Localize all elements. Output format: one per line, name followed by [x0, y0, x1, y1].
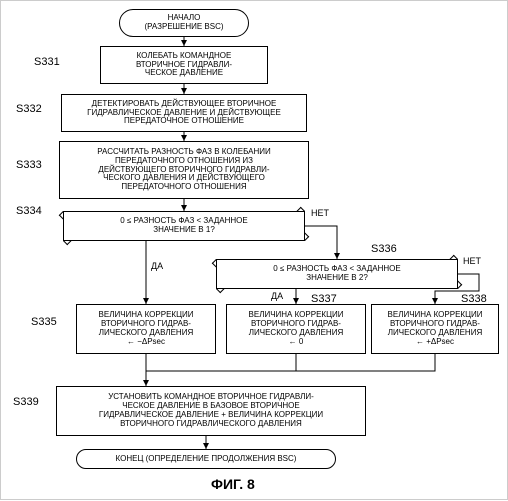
- process-s339: УСТАНОВИТЬ КОМАНДНОЕ ВТОРИЧНОЕ ГИДРАВЛИ-…: [56, 386, 366, 436]
- process-s338: ВЕЛИЧИНА КОРРЕКЦИИ ВТОРИЧНОГО ГИДРАВ- ЛИ…: [371, 304, 499, 354]
- edge-d336-yes: ДА: [271, 291, 283, 301]
- label-s339: S339: [13, 396, 39, 408]
- label-s331: S331: [34, 56, 60, 68]
- decision-s334: 0 ≤ РАЗНОСТЬ ФАЗ < ЗАДАННОЕ ЗНАЧЕНИЕ В 1…: [63, 211, 305, 241]
- flowchart-canvas: НАЧАЛО (РАЗРЕШЕНИЕ BSC) КОЛЕБАТЬ КОМАНДН…: [0, 0, 508, 500]
- label-s332: S332: [16, 103, 42, 115]
- label-s338: S338: [461, 293, 487, 305]
- edge-d336-no: НЕТ: [463, 256, 481, 266]
- end-node: КОНЕЦ (ОПРЕДЕЛЕНИЕ ПРОДОЛЖЕНИЯ BSC): [76, 449, 336, 469]
- decision-s336: 0 ≤ РАЗНОСТЬ ФАЗ < ЗАДАННОЕ ЗНАЧЕНИЕ В 2…: [216, 259, 458, 289]
- label-s334: S334: [16, 205, 42, 217]
- label-s336: S336: [371, 243, 397, 255]
- process-s333: РАССЧИТАТЬ РАЗНОСТЬ ФАЗ В КОЛЕБАНИИ ПЕРЕ…: [59, 141, 309, 199]
- process-s331: КОЛЕБАТЬ КОМАНДНОЕ ВТОРИЧНОЕ ГИДРАВЛИ- Ч…: [100, 46, 268, 84]
- label-s337: S337: [311, 293, 337, 305]
- label-s333: S333: [16, 159, 42, 171]
- process-s335: ВЕЛИЧИНА КОРРЕКЦИИ ВТОРИЧНОГО ГИДРАВ- ЛИ…: [76, 304, 216, 354]
- process-s337: ВЕЛИЧИНА КОРРЕКЦИИ ВТОРИЧНОГО ГИДРАВ- ЛИ…: [226, 304, 366, 354]
- label-s335: S335: [31, 316, 57, 328]
- start-node: НАЧАЛО (РАЗРЕШЕНИЕ BSC): [119, 9, 249, 37]
- process-s332: ДЕТЕКТИРОВАТЬ ДЕЙСТВУЮЩЕЕ ВТОРИЧНОЕ ГИДР…: [61, 94, 307, 132]
- figure-caption: ФИГ. 8: [211, 476, 255, 492]
- edge-d334-yes: ДА: [151, 261, 163, 271]
- edge-d334-no: НЕТ: [311, 208, 329, 218]
